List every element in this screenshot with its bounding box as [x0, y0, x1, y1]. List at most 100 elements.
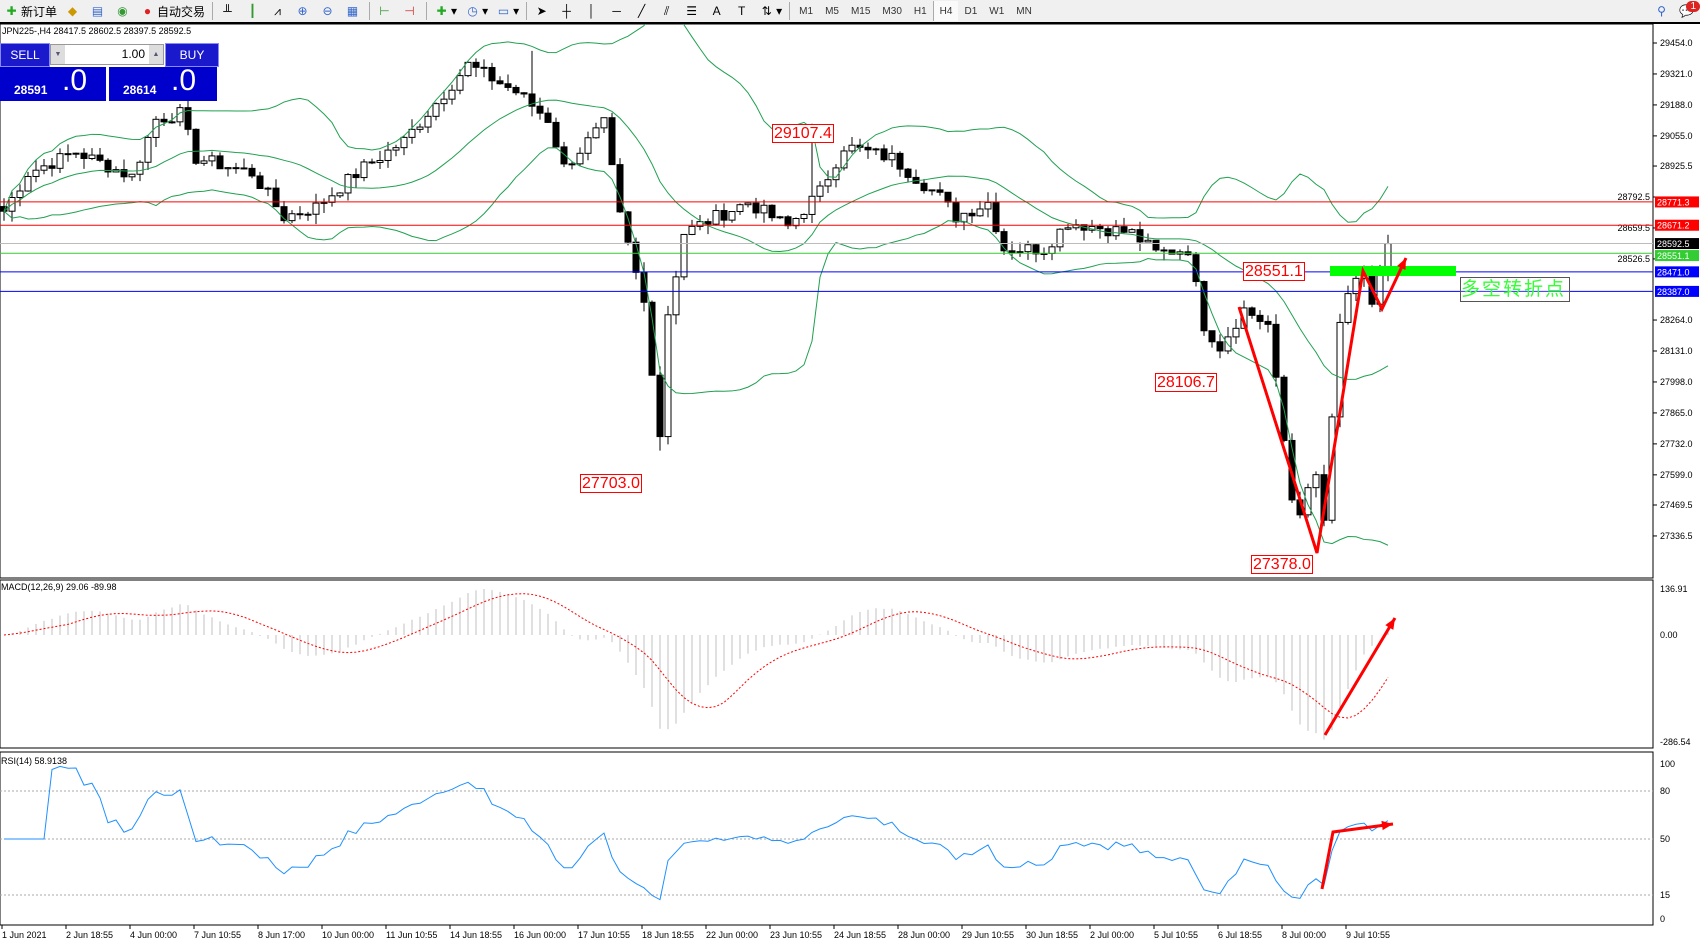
macd-label: MACD(12,26,9) 29.06 -89.98: [1, 582, 117, 592]
sell-button[interactable]: SELL: [0, 43, 50, 67]
auto-trading-button[interactable]: ● 自动交易: [136, 1, 209, 21]
timeframe-m1[interactable]: M1: [799, 5, 814, 17]
buy-price[interactable]: 28614.0: [109, 64, 217, 101]
price-axis-label: 27336.5: [1660, 531, 1693, 541]
candle-body: [1208, 330, 1216, 343]
chart-shift-button[interactable]: ⊣: [398, 1, 423, 21]
new-order-button[interactable]: ✚ 新订单: [0, 1, 61, 21]
price-label-low[interactable]: 27703.0: [580, 474, 642, 493]
lot-increase-button[interactable]: ▲: [149, 45, 163, 64]
crosshair-button[interactable]: ┼: [555, 1, 580, 21]
cursor-button[interactable]: ➤: [530, 1, 555, 21]
arrows-button[interactable]: ⇅ ▾: [755, 1, 786, 21]
market-watch-button[interactable]: ◆: [61, 1, 86, 21]
price-axis-label: 29454.0: [1660, 38, 1693, 48]
navigator-button[interactable]: ▤: [86, 1, 111, 21]
cursor-icon: ➤: [536, 3, 547, 18]
price-label-bottom[interactable]: 27378.0: [1251, 555, 1313, 574]
equidistant-channel-button[interactable]: ⫽: [655, 1, 680, 21]
candle-body: [752, 202, 760, 214]
text-label-button[interactable]: T: [730, 1, 755, 21]
candlestick-icon: ┃: [248, 3, 257, 18]
zoom-in-button[interactable]: ⊕: [291, 1, 316, 21]
candle-body: [616, 164, 624, 213]
bar-chart-button[interactable]: ╨: [216, 1, 241, 21]
candle-body: [944, 191, 952, 203]
buy-button[interactable]: BUY: [165, 43, 219, 67]
candle: [664, 305, 672, 445]
candle: [16, 184, 24, 207]
candle-body: [1168, 249, 1176, 255]
price-label-high[interactable]: 29107.4: [772, 124, 834, 143]
tile-windows-button[interactable]: ▦: [341, 1, 366, 21]
candle-body: [776, 216, 784, 219]
trendline-icon: ╱: [638, 3, 646, 18]
candle-body: [376, 159, 384, 163]
candle-body: [296, 213, 304, 216]
macd-histogram: [11, 588, 1389, 740]
horizontal-line-button[interactable]: ─: [605, 1, 630, 21]
candle-body: [1064, 227, 1072, 230]
price-path-arrow: [1237, 257, 1408, 554]
candle: [776, 215, 784, 220]
price-tag-bg: [1655, 238, 1699, 250]
candle-body: [960, 212, 968, 223]
timeframe-m30[interactable]: M30: [882, 5, 902, 17]
templates-button[interactable]: ▭ ▾: [497, 3, 520, 19]
candle-body: [1032, 244, 1040, 255]
vertical-line-button[interactable]: │: [580, 1, 605, 21]
timeframe-d1[interactable]: D1: [964, 5, 978, 17]
chart-area[interactable]: 29454.0 29321.0 29188.0 29055.0 28925.5 28792…: [0, 24, 1700, 943]
candle-body: [1192, 254, 1200, 283]
notifications-button[interactable]: 💬 1: [1675, 1, 1700, 21]
candle-body: [64, 153, 72, 156]
price-axis-label: 27998.0: [1660, 377, 1693, 387]
timeframe-h1[interactable]: H1: [913, 5, 927, 17]
time-axis-label: 9 Jul 10:55: [1346, 930, 1390, 940]
candle: [424, 110, 432, 134]
candle-body: [1352, 277, 1360, 295]
time-axis-label: 5 Jul 10:55: [1154, 930, 1198, 940]
signal-button[interactable]: ◉: [111, 1, 136, 21]
timeframe-h4[interactable]: H4: [932, 1, 959, 21]
trendline-button[interactable]: ╱: [630, 1, 655, 21]
candle: [368, 158, 376, 165]
price-label-turn[interactable]: 28551.1: [1243, 262, 1305, 281]
timeframe-m5[interactable]: M5: [825, 5, 839, 17]
candle-body: [800, 213, 808, 219]
candle-body: [304, 213, 312, 216]
candle-body: [1264, 320, 1272, 325]
main-chart-panel: [0, 24, 1654, 579]
macd-arrow: [1323, 617, 1397, 736]
candle: [128, 173, 136, 181]
turn-point-label[interactable]: 多空转折点: [1460, 277, 1570, 302]
indicators-button[interactable]: ✚ ▾: [430, 1, 461, 21]
indicators-icon: ✚: [436, 3, 447, 18]
line-chart-button[interactable]: ⩘: [266, 1, 291, 21]
timeframe-m15[interactable]: M15: [850, 5, 871, 17]
price-axis-label: 27732.0: [1660, 439, 1693, 449]
sell-price[interactable]: 28591.0: [0, 64, 106, 101]
timeframe-mn[interactable]: MN: [1016, 5, 1032, 17]
candle-body: [1120, 226, 1128, 233]
price-axis-label: 28131.0: [1660, 346, 1693, 356]
candle-body: [456, 75, 464, 91]
search-button[interactable]: ⚲: [1650, 1, 1675, 21]
auto-scroll-button[interactable]: ⊢: [373, 1, 398, 21]
candle-body: [712, 210, 720, 225]
fibonacci-button[interactable]: ☰: [680, 1, 705, 21]
candle-body: [328, 195, 336, 203]
candle-body: [1016, 251, 1024, 254]
periods-button[interactable]: ◷ ▾: [461, 1, 492, 21]
timeframe-w1[interactable]: W1: [989, 5, 1005, 17]
candle-body: [688, 225, 696, 235]
price-label-swing-low[interactable]: 28106.7: [1155, 373, 1217, 392]
candle: [280, 201, 288, 224]
text-button[interactable]: A: [705, 1, 730, 21]
time-axis-label: 22 Jun 00:00: [706, 930, 758, 940]
candle-chart-button[interactable]: ┃: [241, 1, 266, 21]
lot-decrease-button[interactable]: ▼: [51, 45, 65, 64]
zoom-out-button[interactable]: ⊖: [316, 1, 341, 21]
candle: [752, 197, 760, 219]
lot-size-input[interactable]: ▼ 1.00 ▲: [50, 44, 164, 65]
